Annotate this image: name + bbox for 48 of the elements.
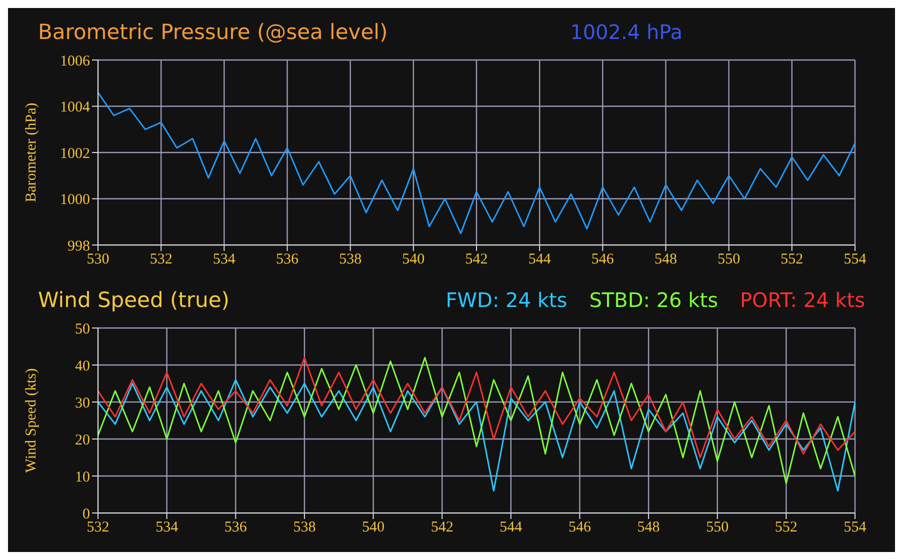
y-tick-label: 998 [68,238,90,254]
text: PORT: 24 kts [740,288,865,312]
y-tick-label: 1000 [60,192,90,208]
x-tick-label: 540 [402,252,425,268]
y-axis-title: Wind Speed (kts) [23,368,40,473]
x-tick-label: 554 [844,520,867,536]
x-tick-label: 536 [224,520,248,536]
chart-title: Wind Speed (true) [38,288,230,312]
line-series [98,92,855,234]
x-tick-label: 532 [86,520,110,536]
x-tick-label: 546 [591,252,614,268]
x-tick-label: 552 [780,252,804,268]
x-tick-label: 542 [430,520,454,536]
x-tick-label: 544 [500,520,523,536]
y-tick-label: 30 [75,395,90,412]
x-tick-label: 552 [774,520,798,536]
y-tick-label: 1006 [60,53,90,70]
x-tick-label: 536 [276,252,299,268]
line-series [98,379,855,492]
text: STBD: 26 kts [589,288,718,312]
y-axis-title: Barometer (hPa) [23,102,40,202]
y-tick-label: 20 [75,432,90,448]
y-tick-label: 40 [75,358,90,374]
x-tick-label: 554 [844,252,867,268]
text: FWD: 24 kts [446,288,568,312]
x-tick-label: 544 [528,252,552,268]
y-tick-label: 0 [82,506,90,522]
x-tick-label: 540 [362,520,385,536]
line-series [98,356,855,458]
x-tick-label: 534 [156,520,179,536]
y-tick-label: 1002 [60,146,90,162]
x-tick-label: 548 [637,520,660,536]
x-tick-label: 548 [654,252,677,268]
y-tick-label: 10 [75,469,90,486]
x-tick-label: 530 [86,252,110,268]
x-tick-label: 534 [212,252,236,268]
line-series [98,356,855,484]
x-tick-label: 550 [718,252,740,268]
x-tick-label: 542 [465,252,488,268]
y-tick-label: 1004 [60,100,90,116]
y-tick-label: 50 [75,321,90,338]
x-tick-label: 550 [706,520,729,536]
chart-title: Barometric Pressure (@sea level) [38,20,388,44]
text: 1002.4 hPa [570,20,683,44]
x-tick-label: 532 [150,252,172,268]
x-tick-label: 546 [568,520,592,536]
x-tick-label: 538 [293,520,316,536]
x-tick-label: 538 [339,252,362,268]
